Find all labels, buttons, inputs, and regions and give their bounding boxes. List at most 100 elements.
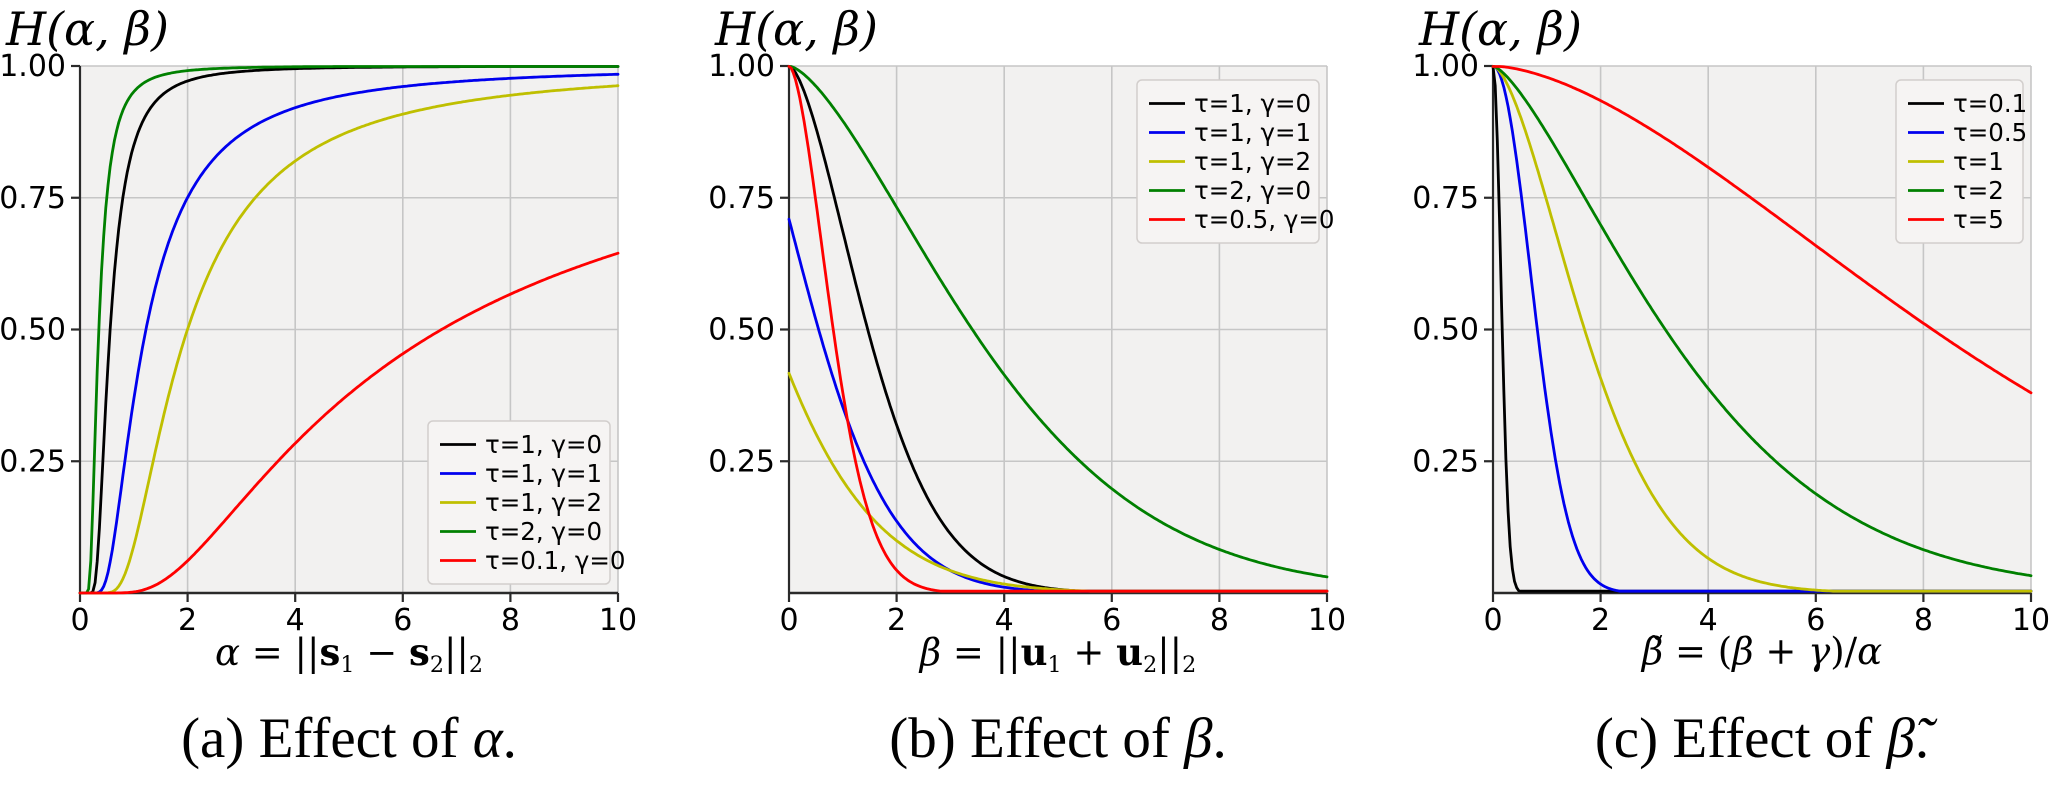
label-segment: = ( bbox=[1663, 630, 1733, 673]
y-tick-label: 1.00 bbox=[1412, 49, 1479, 84]
label-segment: || bbox=[1157, 631, 1183, 674]
panel-a: 0 2 4 6 8 10 0.25 0.50 0.75 1.00 τ=1, γ=0 τ=1, γ=1 τ… bbox=[0, 0, 684, 808]
y-tick-label: 0.75 bbox=[1412, 181, 1479, 216]
legend: τ=1, γ=0τ=1, γ=1τ=1, γ=2τ=2, γ=0τ=0.1, γ… bbox=[427, 420, 625, 585]
legend-label: τ=1, γ=0 bbox=[485, 430, 602, 459]
series-line-τ=1, γ=2 bbox=[78, 84, 620, 595]
label-segment: + bbox=[1061, 631, 1117, 674]
label-segment: = || bbox=[941, 631, 1021, 674]
y-tick-label: 1.00 bbox=[0, 49, 66, 84]
label-segment: . bbox=[1212, 707, 1227, 770]
label-segment: γ bbox=[1808, 630, 1831, 673]
series-line-τ=0.5, γ=0 bbox=[787, 65, 1329, 593]
y-tick-label: 0.75 bbox=[0, 181, 66, 216]
label-segment: α bbox=[1857, 630, 1883, 673]
x-tick-label: 10 bbox=[1308, 603, 1346, 638]
legend-box bbox=[427, 420, 611, 585]
y-tick-label: 1.00 bbox=[708, 49, 775, 84]
legend-label: τ=5 bbox=[1953, 205, 2004, 234]
x-axis-label-b: β = ||u1 + u2||2 bbox=[789, 630, 1327, 678]
y-tick-label: 0.50 bbox=[708, 313, 775, 348]
series-line-τ=1 bbox=[1491, 65, 2033, 593]
label-segment: β bbox=[1732, 630, 1754, 673]
label-segment: || bbox=[443, 631, 469, 674]
x-tick-label: 0 bbox=[70, 603, 89, 638]
x-tick-label: 6 bbox=[393, 603, 412, 638]
legend: τ=0.1τ=0.5τ=1τ=2τ=5 bbox=[1895, 79, 2027, 244]
x-tick-label: 4 bbox=[1699, 603, 1718, 638]
label-segment: 2 bbox=[1182, 652, 1197, 679]
label-segment: α bbox=[472, 707, 503, 770]
x-tick-label: 8 bbox=[1210, 603, 1229, 638]
x-tick-label: 10 bbox=[2012, 603, 2050, 638]
x-tick-label: 2 bbox=[1591, 603, 1610, 638]
label-segment: β bbox=[1184, 707, 1213, 770]
panel-c: 0 2 4 6 8 10 0.25 0.50 0.75 1.00 τ=0.1 τ=0.5 τ=1 τ=2 τ… bbox=[1366, 0, 2050, 808]
plot-canvas-c: 0 2 4 6 8 10 0.25 0.50 0.75 1.00 τ=0.1τ=0.5τ=1τ=2τ… bbox=[1412, 49, 2050, 638]
legend-box bbox=[1136, 79, 1320, 244]
caption-b: (b) Effect of β. bbox=[729, 706, 1387, 771]
legend-label: τ=1, γ=1 bbox=[1194, 118, 1311, 147]
legend-label: τ=1, γ=2 bbox=[485, 488, 602, 517]
series-line-τ=5 bbox=[1491, 65, 2033, 395]
label-segment: u bbox=[1020, 630, 1048, 674]
x-tick-label: 0 bbox=[779, 603, 798, 638]
y-axis-title-c: H(α, β) bbox=[1419, 2, 1582, 56]
legend-label: τ=0.5, γ=0 bbox=[1194, 205, 1334, 234]
label-segment: . bbox=[1914, 707, 1930, 770]
series-line-τ=2, γ=0 bbox=[787, 65, 1329, 579]
y-tick-label: 0.75 bbox=[708, 181, 775, 216]
x-axis-label-a: α = ||s1 − s2||2 bbox=[80, 630, 618, 678]
legend-label: τ=1, γ=1 bbox=[485, 459, 602, 488]
label-segment: = || bbox=[240, 631, 320, 674]
legend-label: τ=0.1 bbox=[1953, 89, 2027, 118]
x-tick-label: 2 bbox=[178, 603, 197, 638]
label-segment: − bbox=[354, 631, 409, 674]
label-segment: u bbox=[1116, 630, 1144, 674]
legend-label: τ=0.1, γ=0 bbox=[485, 546, 625, 575]
legend-label: τ=0.5 bbox=[1953, 118, 2027, 147]
x-tick-label: 10 bbox=[599, 603, 637, 638]
x-tick-label: 0 bbox=[1483, 603, 1502, 638]
x-tick-label: 8 bbox=[501, 603, 520, 638]
x-tick-label: 4 bbox=[286, 603, 305, 638]
panel-b: 0 2 4 6 8 10 0.25 0.50 0.75 1.00 τ=1, γ=0 τ=1, γ=1 τ… bbox=[683, 0, 1367, 808]
legend-box bbox=[1895, 79, 2024, 244]
label-segment: 2 bbox=[468, 652, 483, 679]
series-line-τ=2, γ=0 bbox=[78, 65, 620, 595]
label-segment: α bbox=[215, 631, 240, 674]
y-axis-title-b: H(α, β) bbox=[715, 2, 878, 56]
label-segment: 2 bbox=[1143, 652, 1158, 679]
legend: τ=1, γ=0τ=1, γ=1τ=1, γ=2τ=2, γ=0τ=0.5, γ… bbox=[1136, 79, 1334, 244]
y-tick-label: 0.25 bbox=[0, 444, 66, 479]
label-segment: β̃ bbox=[1886, 707, 1915, 770]
legend-label: τ=1, γ=2 bbox=[1194, 147, 1311, 176]
label-segment: . bbox=[502, 707, 517, 770]
label-segment: (a) Effect of bbox=[181, 707, 473, 770]
label-segment: β̃ bbox=[1641, 630, 1664, 673]
x-tick-label: 8 bbox=[1914, 603, 1933, 638]
legend-label: τ=1, γ=0 bbox=[1194, 89, 1311, 118]
x-tick-label: 2 bbox=[887, 603, 906, 638]
label-segment: β bbox=[919, 631, 942, 674]
legend-label: τ=1 bbox=[1953, 147, 2004, 176]
caption-c: (c) Effect of β̃. bbox=[1433, 706, 2050, 771]
y-tick-label: 0.50 bbox=[0, 313, 66, 348]
label-segment: s bbox=[408, 630, 430, 674]
y-axis-title-a: H(α, β) bbox=[6, 2, 169, 56]
label-segment: 2 bbox=[429, 652, 444, 679]
y-tick-label: 0.25 bbox=[708, 444, 775, 479]
label-segment: 1 bbox=[340, 652, 355, 679]
x-tick-label: 6 bbox=[1806, 603, 1825, 638]
x-tick-label: 6 bbox=[1102, 603, 1121, 638]
label-segment: (b) Effect of bbox=[889, 707, 1185, 770]
y-tick-label: 0.50 bbox=[1412, 313, 1479, 348]
series-line-τ=1, γ=1 bbox=[78, 72, 620, 595]
label-segment: s bbox=[319, 630, 341, 674]
label-segment: 1 bbox=[1047, 652, 1062, 679]
legend-label: τ=2, γ=0 bbox=[485, 517, 602, 546]
label-segment: )/ bbox=[1830, 630, 1858, 673]
label-segment: (c) Effect of bbox=[1594, 707, 1887, 770]
y-tick-label: 0.25 bbox=[1412, 444, 1479, 479]
